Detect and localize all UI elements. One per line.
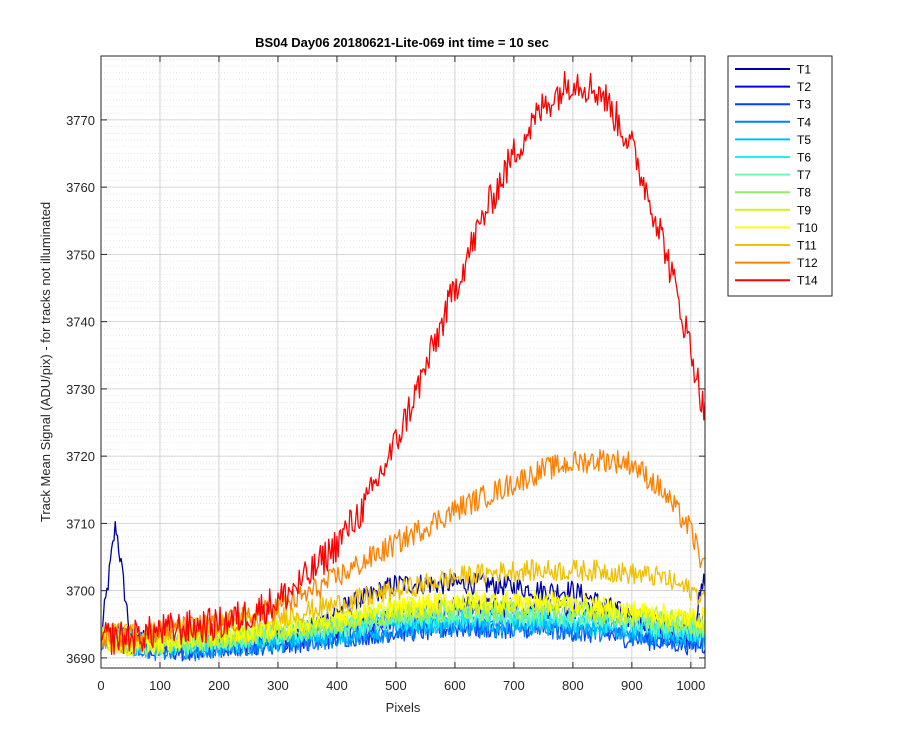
y-tick-label: 3740 xyxy=(66,315,95,330)
legend-label-t4: T4 xyxy=(797,115,811,129)
legend-box xyxy=(727,55,833,297)
axis-ticks: 0 100 200 300 400 500 600 700 800 900 1000 3690 3700… xyxy=(66,56,705,693)
legend-label-t5: T5 xyxy=(797,133,811,147)
x-tick-label: 500 xyxy=(385,678,407,693)
series-line-t14 xyxy=(101,71,705,655)
y-tick-label: 3770 xyxy=(66,113,95,128)
y-tick-label: 3690 xyxy=(66,651,95,666)
series-line-t12 xyxy=(101,449,705,650)
x-tick-label: 1000 xyxy=(676,678,705,693)
x-tick-label: 800 xyxy=(562,678,584,693)
plot-frame xyxy=(100,55,706,669)
grid xyxy=(100,56,705,668)
chart-title: BS04 Day06 20180621-Lite-069 int time = … xyxy=(255,35,549,50)
legend-label-t3: T3 xyxy=(797,98,811,112)
x-tick-label: 400 xyxy=(326,678,348,693)
legend-label-t2: T2 xyxy=(797,80,811,94)
y-tick-label: 3750 xyxy=(66,247,95,262)
legend-label-t1: T1 xyxy=(797,63,811,77)
x-tick-label: 0 xyxy=(97,678,104,693)
y-axis-label: Track Mean Signal (ADU/pix) - for tracks… xyxy=(38,202,53,522)
y-tick-label: 3720 xyxy=(66,449,95,464)
legend-label-t9: T9 xyxy=(797,203,811,217)
y-tick-label: 3760 xyxy=(66,180,95,195)
x-tick-label: 200 xyxy=(208,678,230,693)
x-axis-label: Pixels xyxy=(386,700,421,715)
legend-label-t7: T7 xyxy=(797,168,811,182)
legend-label-t6: T6 xyxy=(797,151,811,165)
legend-label-t14: T14 xyxy=(797,274,818,288)
x-tick-label: 900 xyxy=(621,678,643,693)
legend-label-t11: T11 xyxy=(797,239,817,253)
y-tick-label: 3700 xyxy=(66,584,95,599)
x-tick-label: 100 xyxy=(149,678,171,693)
series-lines xyxy=(101,71,705,662)
legend-label-t10: T10 xyxy=(797,221,818,235)
y-tick-label: 3710 xyxy=(66,516,95,531)
legend: T1 T2 T3 T4 T5 T6 T7 T8 T9 T10 T11 T12 T14 xyxy=(727,55,833,297)
legend-label-t8: T8 xyxy=(797,186,811,200)
x-tick-label: 300 xyxy=(267,678,289,693)
legend-label-t12: T12 xyxy=(797,256,818,270)
y-tick-label: 3730 xyxy=(66,382,95,397)
x-tick-label: 700 xyxy=(503,678,525,693)
x-tick-label: 600 xyxy=(444,678,466,693)
